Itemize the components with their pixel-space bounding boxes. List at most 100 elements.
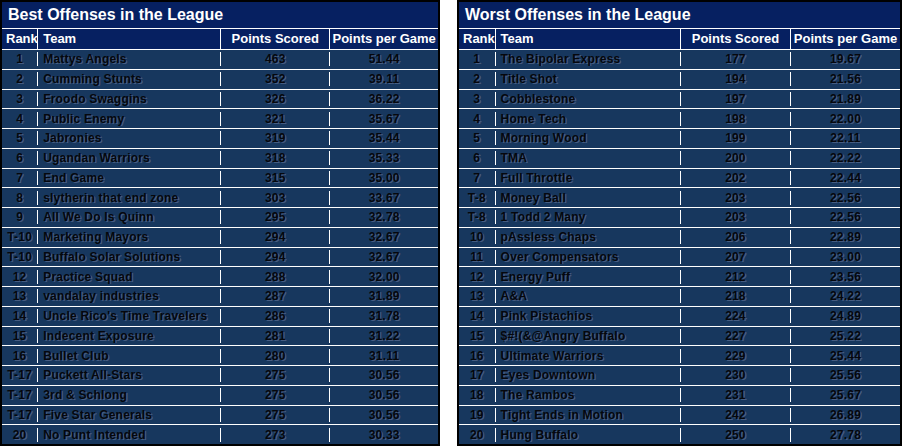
- rank-cell: 13: [459, 289, 496, 303]
- points-scored-cell: 230: [681, 368, 791, 382]
- table-row: 7Full Throttle20222.44: [459, 169, 900, 189]
- points-scored-cell: 273: [221, 428, 330, 442]
- table-row: T-8Money Ball20322.56: [459, 188, 900, 208]
- table-row: 15Indecent Exposure28131.22: [2, 327, 438, 347]
- rank-cell: 1: [2, 52, 38, 66]
- table-row: 17Eyes Downtown23025.56: [459, 366, 900, 386]
- rank-cell: 17: [459, 368, 496, 382]
- table-row: 1Mattys Angels46351.44: [2, 50, 438, 70]
- points-scored-cell: 295: [221, 210, 330, 224]
- points-scored-cell: 275: [221, 408, 330, 422]
- team-cell: Tight Ends in Motion: [496, 408, 681, 422]
- table-row: 15$#!(&@Angry Buffalo22725.22: [459, 327, 900, 347]
- points-per-game-cell: 35.67: [330, 112, 438, 126]
- points-scored-cell: 224: [681, 309, 791, 323]
- points-scored-cell: 286: [221, 309, 330, 323]
- team-cell: Uncle Rico's Time Travelers: [38, 309, 221, 323]
- points-scored-cell: 200: [681, 151, 791, 165]
- rank-cell: 18: [459, 388, 496, 402]
- team-cell: Mattys Angels: [38, 52, 221, 66]
- points-per-game-cell: 22.00: [791, 112, 900, 126]
- team-cell: All We Do Is Quinn: [38, 210, 221, 224]
- team-cell: Jabronies: [38, 131, 221, 145]
- points-per-game-cell: 30.56: [330, 368, 438, 382]
- points-scored-cell: 229: [681, 349, 791, 363]
- rank-cell: T-10: [2, 230, 38, 244]
- points-per-game-cell: 22.22: [791, 151, 900, 165]
- points-per-game-cell: 51.44: [330, 52, 438, 66]
- points-scored-cell: 315: [221, 171, 330, 185]
- team-cell: $#!(&@Angry Buffalo: [496, 329, 681, 343]
- points-per-game-cell: 25.44: [791, 349, 900, 363]
- points-per-game-cell: 35.44: [330, 131, 438, 145]
- column-header-rank: Rank: [2, 29, 38, 49]
- points-scored-cell: 197: [681, 92, 791, 106]
- rank-cell: 7: [459, 171, 496, 185]
- points-per-game-cell: 30.33: [330, 428, 438, 442]
- table-row: 19Tight Ends in Motion24226.89: [459, 406, 900, 426]
- best-offenses-header-row: Rank Team Points Scored Points per Game: [2, 29, 438, 50]
- table-row: T-10Marketing Mayors29432.67: [2, 228, 438, 248]
- rank-cell: T-8: [459, 210, 496, 224]
- best-offenses-table: Best Offenses in the League Rank Team Po…: [0, 0, 440, 446]
- points-scored-cell: 203: [681, 210, 791, 224]
- points-scored-cell: 319: [221, 131, 330, 145]
- table-row: 14Pink Pistachios22424.89: [459, 307, 900, 327]
- table-row: 13A&A21824.22: [459, 287, 900, 307]
- points-scored-cell: 321: [221, 112, 330, 126]
- team-cell: Buffalo Solar Solutions: [38, 250, 221, 264]
- rank-cell: 11: [459, 250, 496, 264]
- points-per-game-cell: 25.56: [791, 368, 900, 382]
- column-header-points-scored: Points Scored: [681, 29, 791, 49]
- points-scored-cell: 227: [681, 329, 791, 343]
- best-offenses-title: Best Offenses in the League: [2, 2, 438, 29]
- points-scored-cell: 281: [221, 329, 330, 343]
- points-scored-cell: 212: [681, 270, 791, 284]
- report-canvas: Best Offenses in the League Rank Team Po…: [0, 0, 902, 446]
- rank-cell: 12: [459, 270, 496, 284]
- worst-offenses-title: Worst Offenses in the League: [459, 2, 900, 29]
- table-row: 18The Rambos23125.67: [459, 386, 900, 406]
- table-row: 3Cobblestone19721.89: [459, 90, 900, 110]
- points-per-game-cell: 36.22: [330, 92, 438, 106]
- team-cell: Hung Buffalo: [496, 428, 681, 442]
- team-cell: Eyes Downtown: [496, 368, 681, 382]
- points-per-game-cell: 39.11: [330, 72, 438, 86]
- points-per-game-cell: 35.33: [330, 151, 438, 165]
- table-row: T-81 Todd 2 Many20322.56: [459, 208, 900, 228]
- rank-cell: 3: [2, 92, 38, 106]
- rank-cell: 1: [459, 52, 496, 66]
- points-per-game-cell: 23.56: [791, 270, 900, 284]
- table-row: 9All We Do Is Quinn29532.78: [2, 208, 438, 228]
- rank-cell: 16: [459, 349, 496, 363]
- points-per-game-cell: 25.22: [791, 329, 900, 343]
- rank-cell: 15: [459, 329, 496, 343]
- column-header-team: Team: [38, 29, 221, 49]
- team-cell: Puckett All-Stars: [38, 368, 221, 382]
- table-row: 10pAssless Chaps20622.89: [459, 228, 900, 248]
- team-cell: Public Enemy: [38, 112, 221, 126]
- table-row: 6TMA20022.22: [459, 149, 900, 169]
- points-scored-cell: 231: [681, 388, 791, 402]
- points-scored-cell: 287: [221, 289, 330, 303]
- team-cell: End Game: [38, 171, 221, 185]
- rank-cell: 14: [459, 309, 496, 323]
- team-cell: Morning Wood: [496, 131, 681, 145]
- column-header-points-per-game: Points per Game: [791, 29, 900, 49]
- points-scored-cell: 275: [221, 388, 330, 402]
- table-row: 13vandalay industries28731.89: [2, 287, 438, 307]
- rank-cell: 3: [459, 92, 496, 106]
- rank-cell: 12: [2, 270, 38, 284]
- points-scored-cell: 318: [221, 151, 330, 165]
- points-per-game-cell: 32.78: [330, 210, 438, 224]
- points-scored-cell: 198: [681, 112, 791, 126]
- team-cell: 3rd & Schlong: [38, 388, 221, 402]
- points-scored-cell: 303: [221, 191, 330, 205]
- rank-cell: 2: [459, 72, 496, 86]
- rank-cell: 9: [2, 210, 38, 224]
- table-row: 7End Game31535.00: [2, 169, 438, 189]
- team-cell: Cumming Stunts: [38, 72, 221, 86]
- team-cell: Marketing Mayors: [38, 230, 221, 244]
- points-scored-cell: 218: [681, 289, 791, 303]
- team-cell: Ultimate Warriors: [496, 349, 681, 363]
